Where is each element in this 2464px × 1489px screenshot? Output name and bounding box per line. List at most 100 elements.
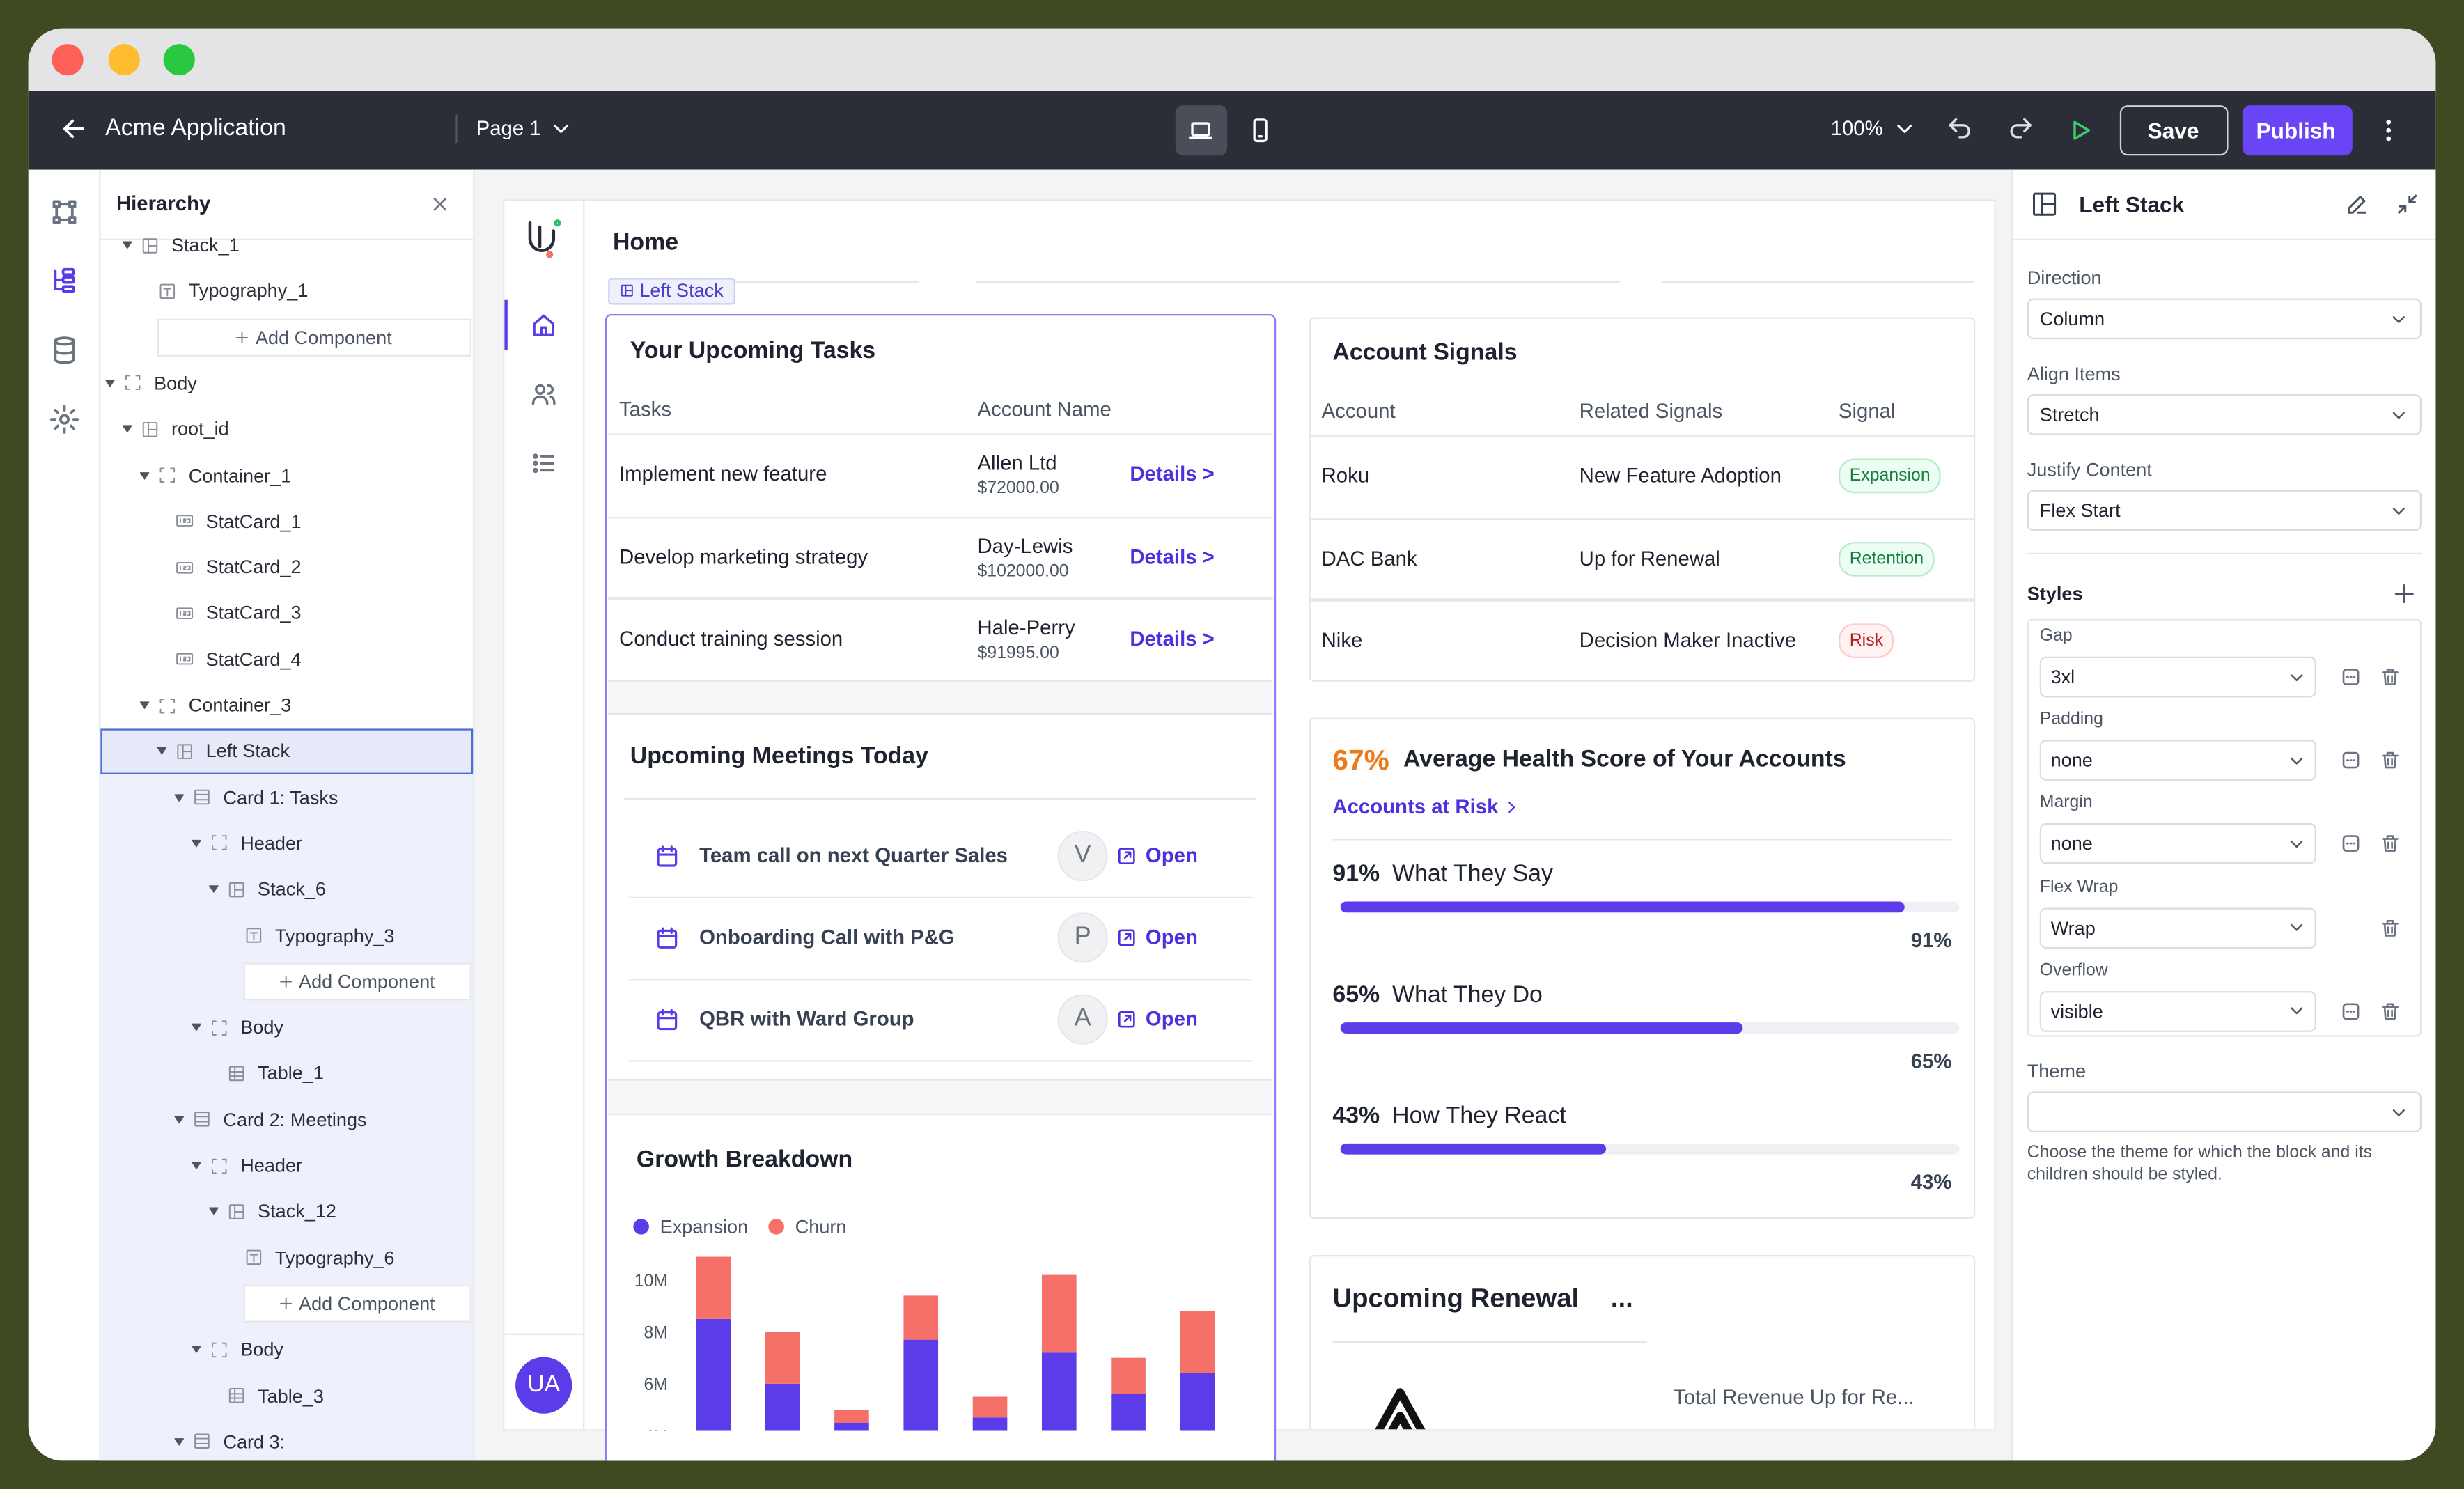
theme-select[interactable] [2027,1091,2422,1133]
tree-item[interactable]: Body [240,1338,283,1361]
redo[interactable] [2006,115,2035,143]
tree-item[interactable]: root_id [171,418,229,440]
select-chevron-part [2392,411,2404,419]
tree-item[interactable]: Header [240,832,303,855]
page-selector[interactable]: Page 1 [476,116,541,140]
open-link[interactable]: Open [1145,925,1198,949]
zoom[interactable]: 100% [1830,116,1883,140]
tree-icon [159,697,174,713]
details-link[interactable]: Details > [1130,626,1215,650]
tree-item[interactable]: Typography_6 [274,1246,395,1269]
tree-toggle[interactable] [121,423,134,435]
tree-toggle[interactable] [190,1159,203,1171]
publish-button[interactable] [2242,105,2353,156]
more-menu[interactable] [2374,116,2403,145]
tree-item[interactable]: Stack_1 [171,234,240,256]
desktop-toggle[interactable] [1175,105,1228,156]
tree-item[interactable]: StatCard_1 [205,510,302,533]
tree-item[interactable]: Container_3 [188,694,292,717]
preview[interactable] [2066,116,2095,145]
token-icon[interactable] [2340,1000,2362,1022]
delete-icon[interactable] [2379,749,2401,772]
mobile-toggle[interactable] [1246,116,1274,145]
rail-icon[interactable] [49,265,80,297]
tree-toggle[interactable] [173,1113,185,1125]
tree-item[interactable]: Header [240,1154,303,1177]
select[interactable] [2039,990,2316,1032]
rail-icon[interactable] [49,404,80,435]
delete-icon[interactable] [2379,1000,2401,1022]
tree-item[interactable]: Typography_3 [274,924,395,946]
tree-item[interactable]: StatCard_2 [205,556,302,579]
delete-icon[interactable] [2379,833,2401,855]
back-button[interactable] [58,113,89,144]
edit-icon[interactable] [2345,192,2370,217]
tree-toggle[interactable] [104,377,116,389]
user-avatar[interactable] [515,1357,572,1414]
open-link[interactable]: Open [1145,843,1198,867]
metric-name: What They Do [1392,981,1543,1008]
token-icon[interactable] [2340,749,2362,772]
select[interactable] [2027,490,2422,531]
select[interactable] [2039,656,2316,698]
tree-item[interactable]: Card 2: Meetings [223,1108,367,1131]
select[interactable] [2039,823,2316,865]
traffic-light[interactable] [52,44,84,76]
tree-toggle[interactable] [208,1205,220,1217]
token-icon[interactable] [2340,833,2362,855]
tree-item[interactable]: Stack_12 [258,1200,336,1223]
tree-toggle[interactable] [190,837,203,850]
tree-item[interactable]: StatCard_4 [205,648,302,671]
tree-item[interactable]: Card 1: Tasks [223,786,338,809]
accounts-at-risk-link[interactable]: Accounts at Risk [1332,795,1499,818]
tree-item[interactable]: Body [240,1016,283,1038]
delete-icon[interactable] [2379,666,2401,688]
details-link[interactable]: Details > [1130,462,1215,485]
traffic-light[interactable] [163,44,195,76]
divider [1662,281,1974,283]
add-style[interactable] [2392,581,2417,606]
nav-home[interactable] [529,311,558,340]
tree-toggle[interactable] [139,699,151,712]
tree-toggle[interactable] [121,239,134,251]
tree-toggle[interactable] [190,1343,203,1356]
page-chevron[interactable] [548,116,573,141]
token-icon[interactable] [2340,666,2362,688]
add-component[interactable] [157,318,471,357]
tree-item[interactable]: Card 3: [223,1430,286,1453]
tree-item[interactable]: Stack_6 [258,878,326,901]
tree-icon [210,1341,226,1357]
undo[interactable] [1945,115,1974,143]
tree-icon-part [159,467,174,483]
collapse-icon[interactable] [2395,192,2420,217]
tree-item[interactable]: StatCard_3 [205,602,302,625]
nav-list[interactable] [529,449,558,478]
tree-item[interactable]: Typography_1 [188,280,309,302]
select[interactable] [2039,740,2316,781]
tree-toggle[interactable] [173,791,185,804]
open-link[interactable]: Open [1145,1006,1198,1031]
rail-icon[interactable] [49,334,80,366]
close-hierarchy[interactable] [429,193,451,215]
nav-users[interactable] [529,380,558,409]
tree-toggle[interactable] [173,1435,185,1448]
rail-icon[interactable] [49,196,80,228]
tree-item[interactable]: Table_1 [258,1062,324,1085]
tree-toggle[interactable] [190,1021,203,1034]
delete-icon[interactable] [2379,917,2401,939]
tree-item[interactable]: Body [154,372,197,394]
select[interactable] [2027,394,2422,435]
tree-item[interactable]: Left Stack [205,740,290,763]
tree-item[interactable]: Table_3 [258,1385,324,1407]
select[interactable] [2039,907,2316,949]
details-link[interactable]: Details > [1130,544,1215,568]
zoom-chevron[interactable] [1892,116,1917,141]
traffic-light[interactable] [107,44,139,76]
renewal-more[interactable]: ... [1610,1283,1633,1313]
select[interactable] [2027,298,2422,340]
tree-toggle[interactable] [155,745,168,758]
tree-toggle[interactable] [139,469,151,481]
save-button[interactable] [2119,105,2229,156]
tree-toggle[interactable] [208,883,220,896]
tree-item[interactable]: Container_1 [188,464,292,487]
